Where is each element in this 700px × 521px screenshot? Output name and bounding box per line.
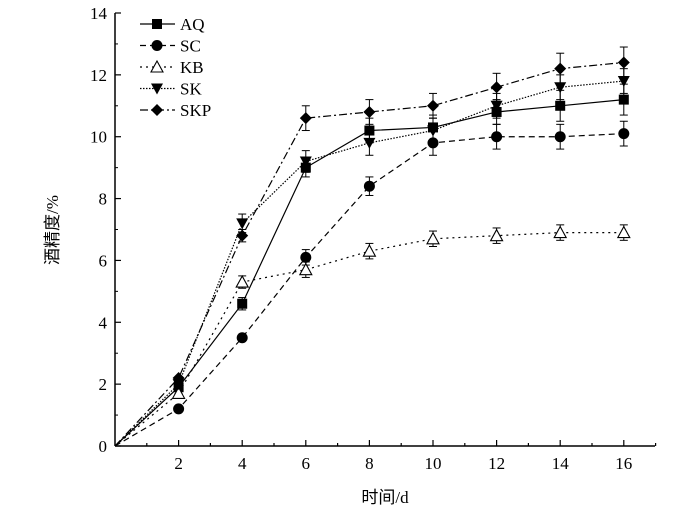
- x-tick-label: 6: [302, 454, 311, 473]
- data-point: [300, 251, 312, 263]
- legend-marker: [151, 40, 163, 51]
- data-point: [235, 274, 250, 288]
- y-tick-label: 14: [90, 4, 108, 23]
- y-axis-label: 酒精度/%: [43, 195, 62, 265]
- x-tick-label: 16: [615, 454, 632, 473]
- x-tick-label: 12: [488, 454, 505, 473]
- legend-entry-sk: SK: [140, 80, 202, 99]
- data-point: [299, 112, 312, 125]
- legend-label: SC: [180, 37, 201, 56]
- series-sk: [114, 68, 630, 447]
- y-tick-label: 12: [90, 66, 107, 85]
- x-tick-label: 4: [238, 454, 247, 473]
- data-point: [236, 332, 248, 344]
- legend-entry-aq: AQ: [140, 15, 205, 34]
- legend-label: SKP: [180, 101, 211, 120]
- data-point: [236, 229, 249, 242]
- legend-marker: [150, 59, 164, 73]
- legend-marker: [151, 104, 163, 116]
- legend-label: SK: [180, 80, 202, 99]
- x-axis-label: 时间/d: [361, 488, 409, 507]
- x-tick-label: 2: [174, 454, 183, 473]
- y-tick-label: 6: [99, 251, 108, 270]
- series-line: [114, 133, 624, 447]
- series-skp: [114, 46, 630, 447]
- data-point: [554, 62, 567, 75]
- data-point: [489, 228, 504, 242]
- y-tick-label: 8: [99, 190, 108, 209]
- x-tick-label: 14: [552, 454, 570, 473]
- legend-entry-skp: SKP: [140, 101, 211, 120]
- data-point: [618, 128, 630, 140]
- data-point: [171, 386, 186, 399]
- data-point: [554, 131, 566, 143]
- legend-label: KB: [180, 58, 204, 77]
- legend-entry-sc: SC: [140, 37, 201, 56]
- data-point: [362, 244, 377, 257]
- data-point: [299, 156, 312, 168]
- data-point: [618, 94, 629, 105]
- y-tick-label: 0: [99, 437, 108, 456]
- y-tick-label: 4: [99, 313, 108, 332]
- series-line: [114, 231, 624, 447]
- legend-marker: [152, 19, 162, 29]
- y-tick-label: 10: [90, 128, 107, 147]
- data-point: [554, 82, 567, 94]
- data-point: [172, 379, 185, 391]
- series-kb: [114, 224, 631, 447]
- axes: 0 2 4 6 8 10 12 14 2 4 6 8 10 12 14 16: [90, 4, 657, 473]
- data-point: [236, 218, 249, 230]
- y-tick-label: 2: [99, 375, 108, 394]
- data-point: [553, 225, 568, 239]
- data-point: [427, 99, 439, 112]
- legend: AQ SC KB SK SKP: [140, 15, 211, 120]
- series-sc: [114, 120, 630, 447]
- data-point: [617, 56, 630, 69]
- series-line: [114, 61, 624, 447]
- x-tick-label: 8: [365, 454, 374, 473]
- data-point: [363, 137, 376, 149]
- data-point: [363, 105, 376, 118]
- series-group: [114, 46, 631, 447]
- legend-marker: [151, 83, 163, 95]
- data-point: [490, 100, 503, 112]
- legend-entry-kb: KB: [140, 58, 204, 77]
- data-point: [363, 180, 375, 192]
- data-point: [298, 262, 313, 276]
- data-point: [427, 125, 439, 137]
- data-point: [616, 225, 631, 239]
- data-point: [237, 298, 248, 309]
- legend-label: AQ: [180, 15, 205, 34]
- data-point: [491, 131, 503, 143]
- data-point: [617, 76, 630, 88]
- data-point: [426, 231, 440, 245]
- data-point: [172, 371, 185, 384]
- data-point: [173, 403, 185, 415]
- data-point: [555, 100, 566, 111]
- x-tick-label: 10: [425, 454, 442, 473]
- data-point: [490, 81, 503, 94]
